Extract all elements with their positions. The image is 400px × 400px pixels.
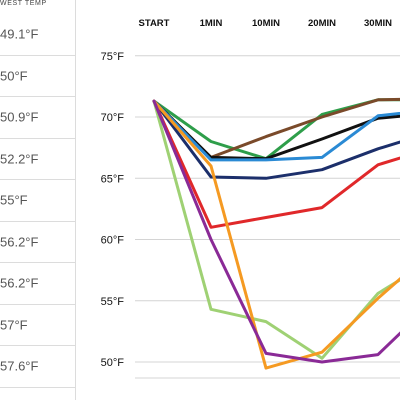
series-line-4 [152,99,400,162]
left-row-value: 57°F [0,317,28,333]
series-line-5 [152,99,400,180]
left-row: 55°F [0,180,75,222]
left-row-value: 49.1°F [0,26,39,42]
left-panel: WEST TEMP 49.1°F 50°F 50.9°F 52.2°F 55°F… [0,0,76,400]
x-tick-label: 1MIN [200,18,223,29]
left-row: 57°F [0,305,75,346]
y-tick-label: 60°F [101,235,125,247]
left-row-value: 57.6°F [0,358,39,374]
series-line-8 [152,99,400,370]
left-row-value: 55°F [0,192,28,208]
left-row: 49.1°F [0,14,75,56]
series-line-9 [152,99,400,364]
x-tick-label: 10MIN [252,18,280,29]
series-line-6 [152,99,400,229]
y-tick-label: 55°F [101,296,125,308]
y-tick-label: 50°F [101,357,125,369]
series-lines [152,97,400,370]
left-row-value: 52.2°F [0,151,39,167]
left-row: 57.6°F [0,346,75,388]
left-row: 50°F [0,56,75,97]
left-panel-header: WEST TEMP [0,0,47,7]
y-tick-label: 65°F [101,173,125,185]
y-axis: 75°F 70°F 65°F 60°F 55°F 50°F [101,51,125,369]
left-row: 50.9°F [0,97,75,139]
left-row-value: 50°F [0,68,28,84]
left-row: 56.2°F [0,263,75,305]
x-tick-label: 30MIN [364,18,392,29]
left-row-value: 50.9°F [0,109,39,125]
left-row-value: 56.2°F [0,275,39,291]
left-row: 56.2°F [0,222,75,263]
left-row: 52.2°F [0,139,75,180]
series-line-7 [152,99,400,360]
x-tick-label: 20MIN [308,18,336,29]
x-axis: START1MIN10MIN20MIN30MIN40MIN [139,18,393,29]
x-tick-label: START [139,18,170,29]
y-tick-label: 75°F [101,51,125,63]
y-tick-label: 70°F [101,112,125,124]
left-row-value: 56.2°F [0,234,39,250]
